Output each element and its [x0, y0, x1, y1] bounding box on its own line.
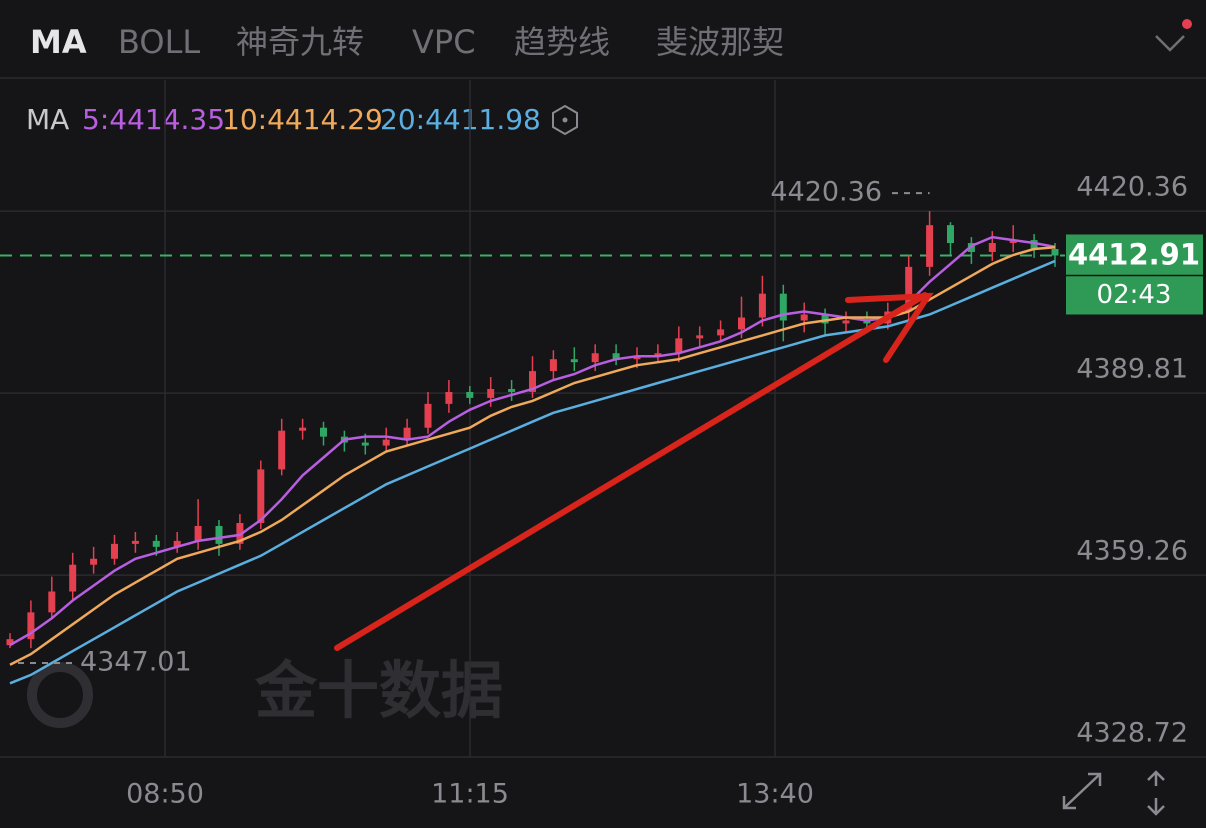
candle-body — [696, 335, 704, 339]
scroll-icon[interactable] — [1147, 770, 1165, 816]
x-tick-label: 13:40 — [736, 779, 814, 810]
candle-body — [842, 320, 850, 324]
ma-line — [9, 259, 1056, 685]
indicator-tabs: MA BOLL 神奇九转 VPC 趋势线 斐波那契 — [30, 23, 784, 61]
candle-body — [863, 320, 871, 324]
legend-entry: 20:4411.98 — [380, 103, 541, 136]
candle-body — [988, 243, 996, 252]
candle-body — [800, 314, 808, 321]
indicator-tab[interactable]: VPC — [412, 23, 476, 61]
annotation-arrow — [334, 292, 934, 651]
candle-body — [90, 558, 98, 565]
candle-body — [152, 540, 160, 547]
candle-body — [131, 540, 139, 544]
candle-body — [445, 391, 453, 404]
candle-body — [1051, 248, 1059, 256]
candle-body — [821, 314, 829, 324]
low-marker-label: 4347.01 — [80, 647, 192, 678]
legend-entry: 10:4414.29 — [222, 103, 383, 136]
settings-icon-dot — [562, 117, 568, 123]
price-tag — [1066, 234, 1203, 315]
settings-icon[interactable] — [552, 104, 578, 136]
indicator-tab[interactable]: MA — [30, 23, 87, 61]
candle-body — [382, 439, 390, 446]
candle-body — [361, 442, 369, 446]
dropdown-icon[interactable] — [1155, 35, 1185, 52]
candle-body — [215, 525, 223, 544]
candle-body — [1009, 240, 1017, 244]
candle-body — [6, 639, 14, 646]
legend-title: MA — [26, 103, 69, 136]
candle-body — [173, 540, 181, 547]
candle-body — [947, 225, 954, 244]
candle-body — [675, 338, 683, 354]
y-tick-label: 4420.36 — [1076, 172, 1188, 203]
candle-body — [257, 469, 265, 524]
candle-body — [69, 564, 77, 592]
candle-body — [466, 391, 474, 398]
candle-body — [549, 359, 557, 372]
ma-line — [9, 246, 1056, 666]
indicator-tab[interactable]: 趋势线 — [514, 23, 610, 61]
candle-body — [1030, 240, 1038, 249]
candle-body — [424, 403, 432, 428]
candle-body — [654, 353, 662, 357]
candle-body — [48, 591, 56, 613]
candle-body — [612, 353, 620, 360]
candle-body — [738, 317, 745, 330]
notice-dot — [1182, 19, 1192, 29]
countdown: 02:43 — [1097, 280, 1172, 310]
y-tick-label: 4359.26 — [1076, 536, 1188, 567]
candle-body — [278, 430, 286, 470]
candle-body — [779, 293, 787, 321]
x-tick-label: 11:15 — [431, 779, 509, 810]
candle-body — [299, 427, 307, 431]
x-tick-label: 08:50 — [126, 779, 204, 810]
candle-body — [111, 543, 118, 559]
expand-icon[interactable] — [1062, 772, 1102, 810]
candle-body — [320, 427, 327, 437]
watermark: 金十数据 — [254, 654, 503, 727]
candle-body — [529, 371, 536, 392]
candle-body — [926, 225, 934, 267]
candle-body — [508, 388, 516, 392]
indicator-tab[interactable]: 斐波那契 — [656, 23, 784, 61]
price-tag-value: 4412.91 — [1068, 237, 1200, 271]
candle-body — [633, 356, 641, 360]
candle-body — [905, 266, 913, 312]
watermark-logo — [27, 662, 93, 728]
candle-body — [591, 353, 599, 363]
high-marker-label: 4420.36 — [770, 177, 882, 208]
candle-body — [194, 525, 202, 541]
y-tick-label: 4328.72 — [1076, 718, 1188, 749]
candle-body — [403, 427, 411, 440]
candle-body — [758, 293, 766, 318]
candle-body — [570, 359, 578, 363]
indicator-tab[interactable]: 神奇九转 — [236, 23, 364, 61]
plot: 4420.36 4389.81 4359.26 4328.72 08:50 11:15 13… — [0, 80, 1206, 810]
candle-body — [717, 329, 725, 336]
y-tick-label: 4389.81 — [1076, 354, 1188, 385]
candle-body — [487, 388, 495, 398]
candle-body — [27, 612, 35, 640]
legend-entry: 5:4414.35 — [82, 103, 225, 136]
indicator-tab[interactable]: BOLL — [118, 23, 200, 61]
